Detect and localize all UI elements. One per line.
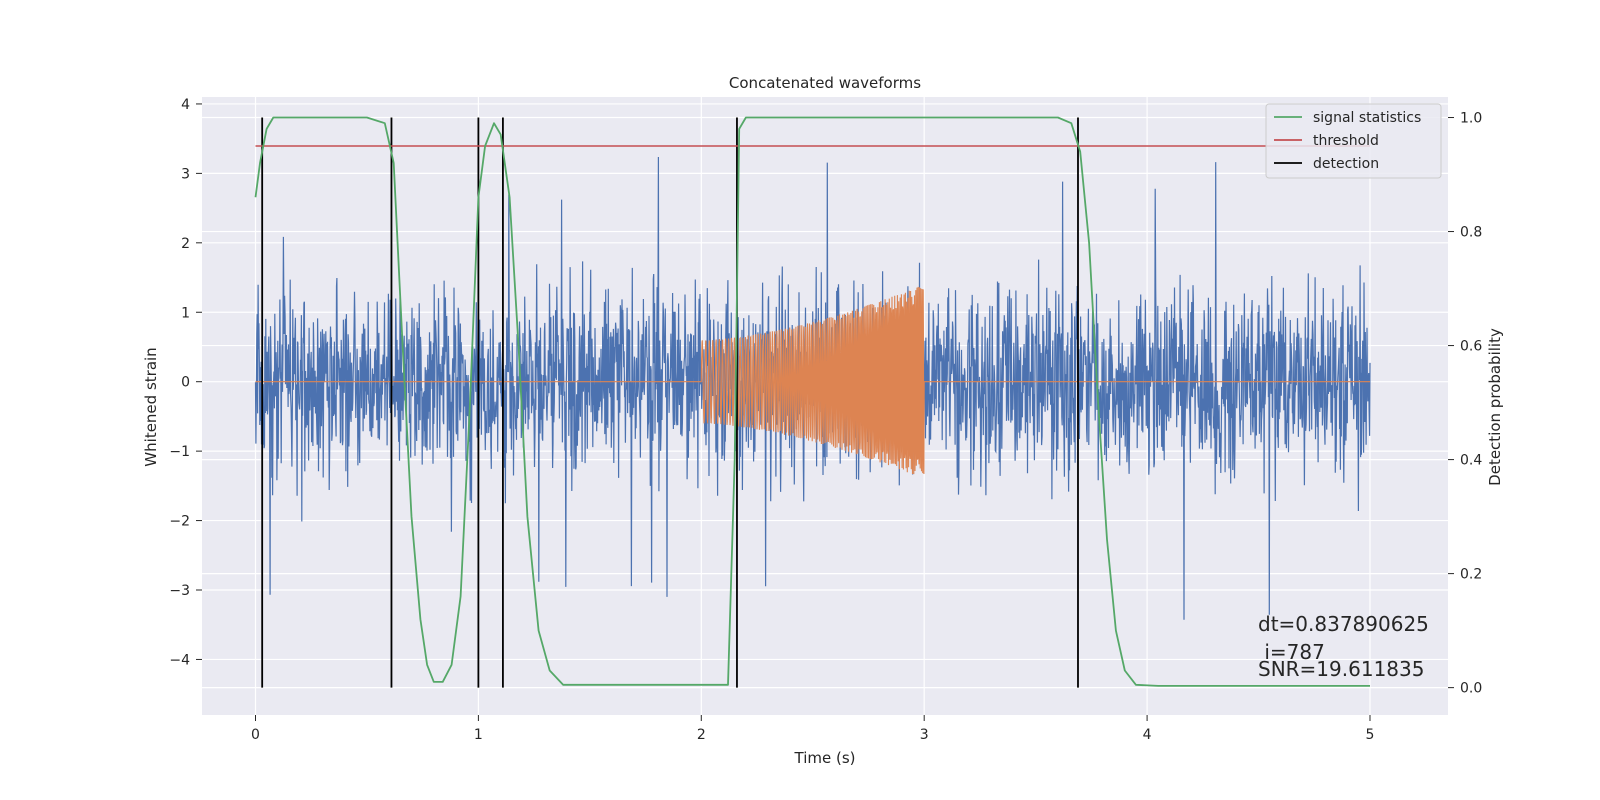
y-right-axis-label: Detection probability [1486,328,1504,486]
axes-ticks: 0 1 2 3 4 5 4 3 2 1 0 −1 −2 −3 −4 1.0 0.8 0.6 0.4 0.2 0.0 [169,97,1482,743]
x-tick-label: 1 [474,727,483,743]
y-tick-label: 0 [181,375,190,391]
y-right-tick-label: 0.4 [1460,453,1482,469]
legend-box [1265,103,1442,179]
series-signal-statistics [254,116,1370,687]
x-axis-label: Time (s) [794,749,856,767]
y-tick-label: −2 [169,514,190,530]
y-right-tick-label: 0.8 [1460,225,1482,241]
chart-title: Concatenated waveforms [729,74,921,92]
legend: signal statistics threshold detection [1265,103,1442,179]
annotation-block: dt=0.837890625 i=787 SNR=19.611835 [1258,612,1429,681]
y-tick-label: 3 [181,166,190,182]
y-axis-label: Whitened strain [142,347,160,466]
y-tick-label: 2 [181,236,190,252]
series-whitened-strain [254,156,1371,620]
y-tick-label: −1 [169,444,190,460]
legend-label-signal-statistics: signal statistics [1313,110,1421,126]
x-tick-label: 3 [920,727,929,743]
y-right-tick-label: 0.0 [1460,681,1482,697]
y-tick-label: −4 [169,652,190,668]
x-tick-label: 0 [251,727,260,743]
series-layer [254,116,1371,688]
legend-label-detection: detection [1313,156,1379,172]
x-tick-label: 2 [697,727,706,743]
y-tick-label: 1 [181,305,190,321]
x-tick-label: 4 [1143,727,1152,743]
y-right-tick-label: 1.0 [1460,111,1482,127]
x-tick-label: 5 [1366,727,1375,743]
y-right-tick-label: 0.2 [1460,567,1482,583]
annotation-dt: dt=0.837890625 [1258,612,1429,636]
legend-label-threshold: threshold [1313,133,1379,149]
y-right-tick-label: 0.6 [1460,339,1482,355]
annotation-snr: SNR=19.611835 [1258,657,1424,681]
y-tick-label: 4 [181,97,190,113]
y-tick-label: −3 [169,583,190,599]
series-injected-signal [255,286,1370,475]
annotation-index: i=787 [1258,640,1325,664]
